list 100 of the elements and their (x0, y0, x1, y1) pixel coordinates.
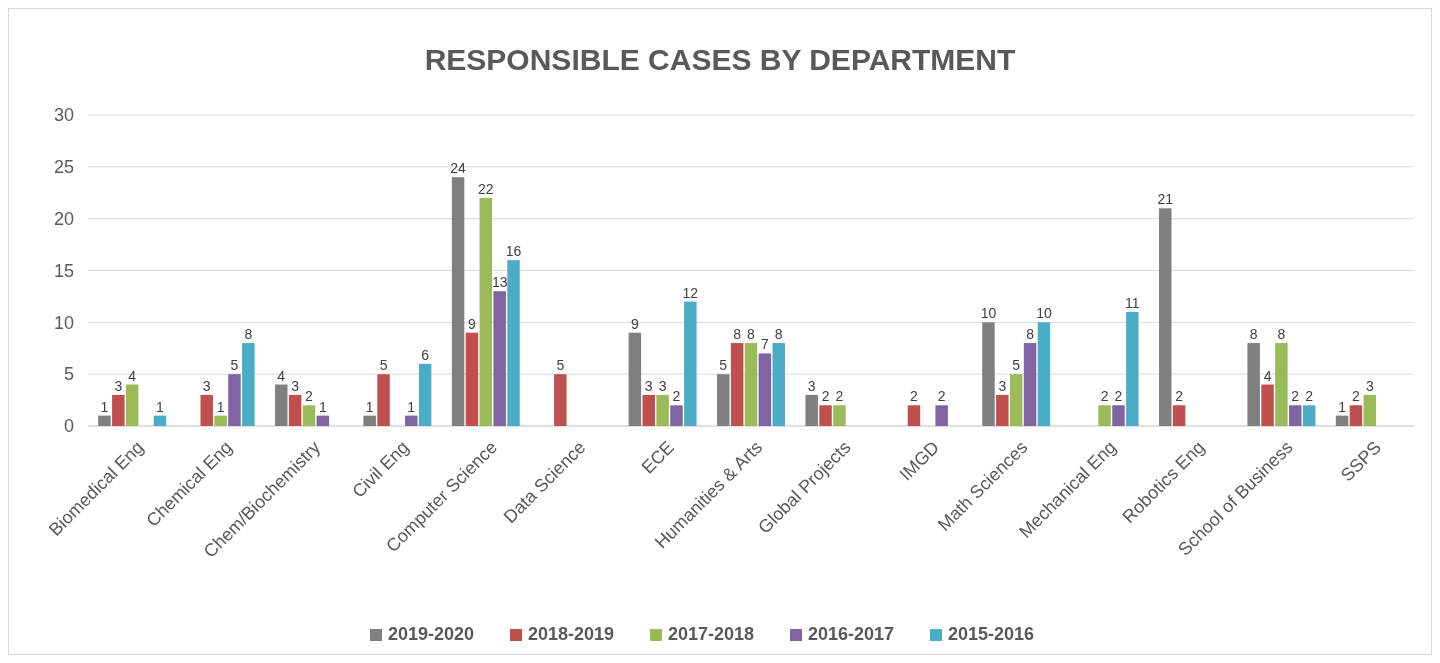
data-label: 7 (760, 336, 769, 353)
data-label: 3 (202, 377, 211, 394)
bar (996, 394, 1009, 426)
data-label: 8 (244, 326, 253, 343)
bar (1275, 343, 1288, 426)
data-label: 16 (505, 243, 522, 260)
bar (405, 415, 418, 426)
bar (717, 374, 730, 426)
bar (451, 177, 465, 426)
data-label: 4 (277, 367, 286, 384)
bar (1023, 343, 1037, 426)
data-label: 2 (1291, 388, 1300, 405)
data-label: 8 (774, 326, 783, 343)
bar (1247, 343, 1260, 426)
data-label: 8 (747, 326, 756, 343)
y-tick-label: 20 (53, 208, 74, 229)
data-label: 3 (291, 377, 300, 394)
y-tick-label: 25 (53, 157, 74, 178)
data-label: 2 (835, 388, 844, 405)
bar (112, 394, 125, 426)
data-label: 5 (230, 357, 239, 374)
bar (479, 197, 493, 426)
bar (758, 353, 772, 426)
data-label: 10 (1036, 305, 1052, 322)
data-label: 8 (1026, 326, 1035, 343)
data-label: 1 (216, 398, 225, 415)
bar (363, 415, 376, 426)
legend-label: 2018-2019 (528, 624, 615, 644)
bar (819, 405, 832, 426)
y-tick-label: 10 (53, 312, 74, 333)
bar (288, 394, 302, 426)
data-label: 4 (128, 367, 137, 384)
bar (153, 415, 167, 426)
data-label: 1 (1338, 398, 1347, 415)
data-label: 8 (733, 326, 742, 343)
bar (1009, 374, 1023, 426)
data-label: 2 (1305, 388, 1314, 405)
legend-label: 2015-2016 (948, 624, 1035, 644)
bar (1126, 311, 1139, 426)
data-label: 9 (630, 315, 639, 332)
bar (935, 405, 948, 426)
bar (302, 405, 316, 426)
data-label: 2 (821, 388, 830, 405)
data-label: 2 (910, 388, 919, 405)
data-label: 1 (365, 398, 374, 415)
bar (214, 415, 227, 426)
bar (275, 384, 288, 426)
data-label: 10 (980, 305, 997, 322)
bar (684, 301, 697, 426)
bar (805, 394, 818, 426)
data-label: 3 (807, 377, 816, 394)
bar (316, 415, 330, 426)
bar (1172, 405, 1186, 426)
bar (125, 384, 139, 426)
legend-label: 2019-2020 (388, 624, 475, 644)
bar (1302, 405, 1316, 426)
data-label: 3 (1365, 377, 1374, 394)
bar (493, 291, 506, 426)
bar (744, 343, 758, 426)
bar (507, 260, 520, 426)
bar (1112, 405, 1125, 426)
bar (907, 405, 921, 426)
bar (1363, 394, 1377, 426)
data-label: 22 (478, 180, 494, 197)
data-label: 2 (937, 388, 946, 405)
bar (1159, 208, 1172, 426)
data-label: 2 (1114, 388, 1123, 405)
data-label: 5 (556, 357, 565, 374)
data-label: 1 (318, 398, 327, 415)
bar (418, 363, 432, 426)
data-label: 11 (1125, 294, 1140, 311)
bar (228, 374, 241, 426)
data-label: 1 (407, 398, 416, 415)
bar (465, 332, 479, 426)
bar (670, 405, 683, 426)
data-label: 5 (1012, 357, 1021, 374)
bar (642, 394, 655, 426)
data-label: 2 (305, 388, 314, 405)
y-tick-label: 0 (63, 416, 74, 437)
data-label: 5 (379, 357, 388, 374)
y-tick-label: 15 (53, 260, 74, 281)
bar (1289, 405, 1302, 426)
bar (1335, 415, 1349, 426)
chart-title: RESPONSIBLE CASES BY DEPARTMENT (424, 43, 1016, 76)
data-label: 1 (156, 398, 165, 415)
y-tick-label: 30 (53, 105, 74, 126)
data-label: 12 (682, 284, 699, 301)
bar (730, 343, 744, 426)
bar (1349, 405, 1363, 426)
data-label: 3 (114, 377, 123, 394)
data-label: 3 (658, 377, 667, 394)
bar (200, 394, 213, 426)
bar (833, 405, 846, 426)
data-label: 9 (468, 315, 477, 332)
data-label: 1 (100, 398, 109, 415)
bar (772, 343, 785, 426)
x-tick-label: Civil Eng (348, 437, 413, 502)
data-label: 2 (672, 388, 681, 405)
data-label: 2 (1175, 388, 1184, 405)
data-label: 2 (1100, 388, 1109, 405)
